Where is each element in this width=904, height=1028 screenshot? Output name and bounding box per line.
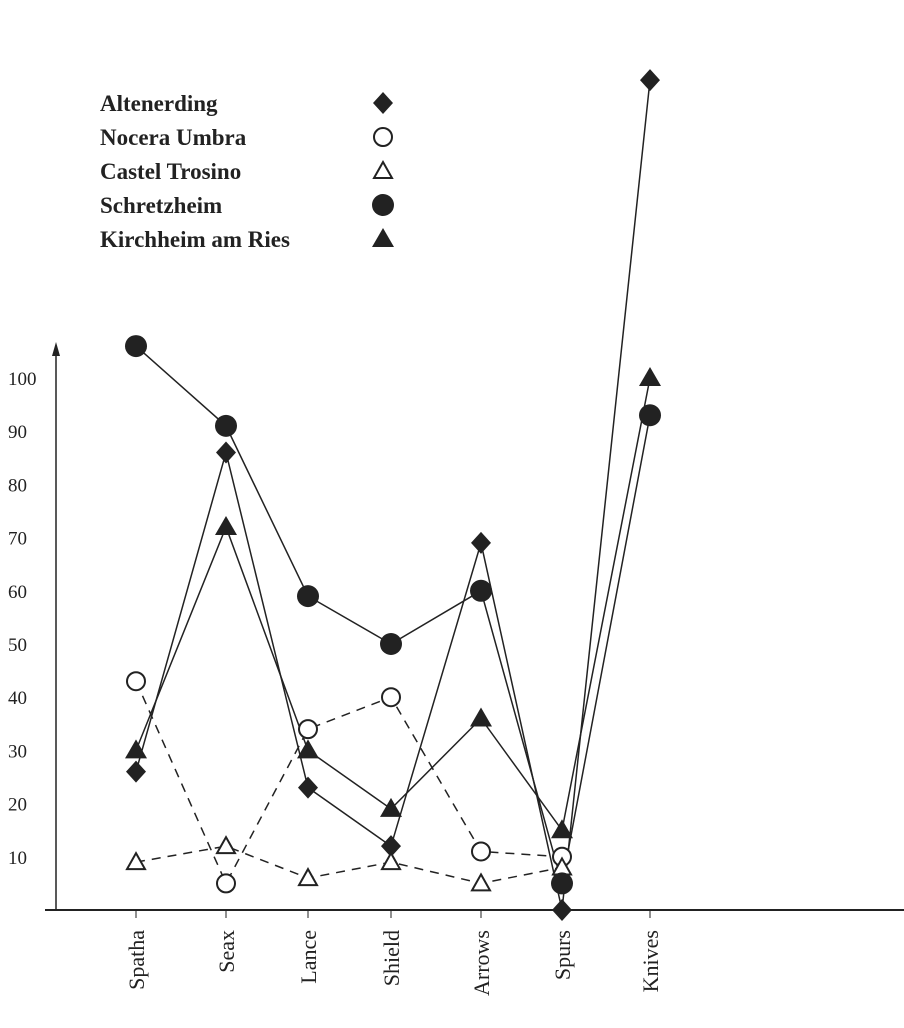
- data-point-1-3: [381, 687, 401, 708]
- y-tick-label: 90: [8, 422, 27, 443]
- series-line-4: [135, 377, 651, 833]
- y-tick-label: 60: [8, 582, 27, 603]
- data-point-0-1: [216, 441, 236, 464]
- y-tick-label: 40: [8, 688, 27, 709]
- legend-marker-2: [372, 159, 394, 179]
- data-point-4-1: [215, 515, 237, 535]
- series-line-2: [135, 845, 563, 885]
- data-point-4-3: [380, 797, 402, 817]
- x-tick-label: Arrows: [469, 930, 494, 996]
- data-point-0-4: [471, 531, 491, 554]
- legend-marker-3: [372, 194, 394, 216]
- x-tick-label: Lance: [296, 930, 321, 984]
- data-point-1-1: [216, 873, 236, 894]
- data-point-4-6: [639, 367, 661, 386]
- legend-label: Schretzheim: [100, 193, 222, 218]
- x-tick-label: Knives: [638, 930, 663, 992]
- y-tick-label: 50: [8, 635, 27, 656]
- y-tick-label: 80: [8, 475, 27, 496]
- legend-label: Kirchheim am Ries: [100, 227, 290, 252]
- data-point-3-3: [380, 633, 402, 655]
- data-point-1-0: [126, 671, 146, 692]
- data-point-1-4: [471, 841, 491, 862]
- x-tick-label: Seax: [214, 930, 239, 973]
- data-point-0-2: [298, 776, 318, 799]
- data-point-0-5: [552, 899, 572, 921]
- data-point-4-5: [551, 819, 573, 839]
- data-point-0-3: [381, 835, 401, 858]
- data-point-4-0: [125, 739, 147, 759]
- data-point-3-5: [551, 872, 573, 895]
- y-axis-arrow: [52, 342, 60, 356]
- y-tick-label: 100: [8, 369, 37, 390]
- data-point-2-3: [380, 851, 402, 871]
- data-point-3-2: [297, 585, 319, 608]
- data-point-4-4: [470, 707, 492, 727]
- data-point-1-2: [298, 719, 318, 740]
- legend-marker-1: [373, 127, 393, 147]
- series-line-1: [135, 680, 563, 886]
- legend-marker-0: [373, 92, 393, 114]
- legend-label: Nocera Umbra: [100, 125, 247, 150]
- legend-label: Castel Trosino: [100, 159, 241, 184]
- legend-label: Altenerding: [100, 91, 218, 116]
- y-tick-label: 20: [8, 795, 27, 816]
- data-point-3-6: [639, 404, 661, 427]
- data-point-4-2: [297, 739, 319, 759]
- x-tick-label: Spatha: [124, 930, 149, 990]
- data-point-0-6: [640, 69, 660, 92]
- data-point-0-0: [126, 760, 146, 783]
- x-tick-label: Shield: [379, 930, 404, 986]
- legend-marker-4: [372, 228, 394, 247]
- data-point-3-1: [215, 414, 237, 437]
- data-point-2-1: [215, 835, 237, 855]
- data-point-2-4: [470, 872, 492, 892]
- data-point-2-2: [297, 867, 319, 887]
- data-point-3-4: [470, 579, 492, 602]
- y-tick-label: 70: [8, 529, 27, 550]
- data-point-3-0: [125, 335, 147, 358]
- data-point-2-0: [125, 851, 147, 871]
- x-tick-label: Spurs: [550, 930, 575, 980]
- y-tick-label: 10: [8, 848, 27, 869]
- y-tick-label: 30: [8, 741, 27, 762]
